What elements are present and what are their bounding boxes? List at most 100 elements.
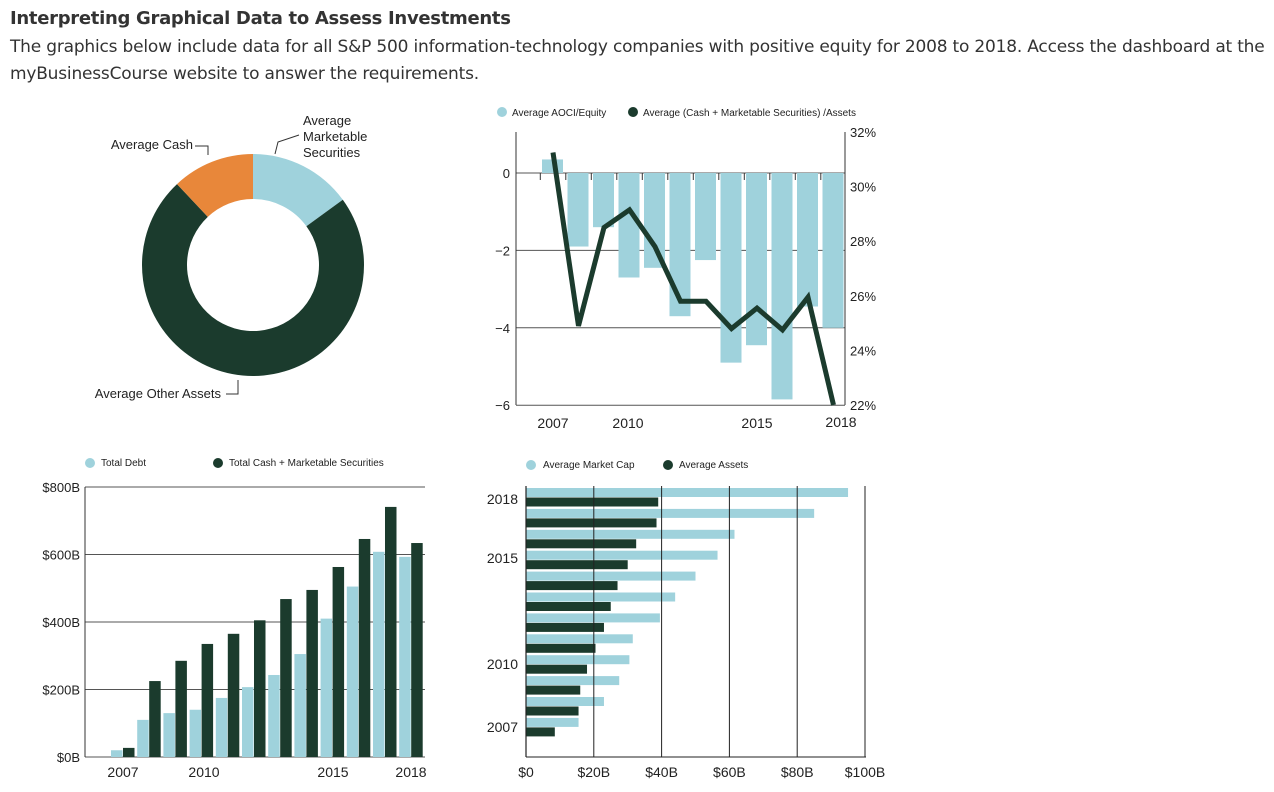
- intro-text: The graphics below include data for all …: [10, 37, 1265, 84]
- donut-label-marketable: Marketable: [303, 129, 367, 144]
- aoci-bar-2015: [746, 173, 767, 346]
- aoci-bar-2013: [695, 173, 716, 261]
- legend-cash-assets: Average (Cash + Marketable Securities) /…: [643, 108, 856, 119]
- y-left-tick: 0: [503, 166, 510, 181]
- donut-slice-0: [253, 154, 343, 227]
- leader-line: [195, 145, 209, 155]
- assets-bar-2014: [526, 581, 618, 591]
- aoci-bar-2017: [797, 173, 818, 307]
- debt-bar-2007: [111, 750, 123, 757]
- aoci-bar-2014: [720, 173, 742, 363]
- x-tick-label: 2007: [537, 415, 568, 431]
- market-cap-bar-2013: [526, 592, 676, 602]
- market-cap-bar-2017: [526, 508, 815, 518]
- debt-bar-2016: [346, 586, 359, 757]
- legend-aoci: Average AOCI/Equity: [512, 108, 606, 119]
- legend-swatch-aoci: [497, 107, 507, 117]
- debt-bar-2011: [215, 697, 228, 757]
- y-tick-label: 2015: [487, 550, 518, 566]
- y-right-tick: 26%: [850, 289, 876, 304]
- x-tick-label: 2010: [612, 415, 643, 431]
- assets-bar-2016: [526, 539, 637, 549]
- y-left-tick: −2: [495, 243, 510, 258]
- assets-bar-2012: [526, 622, 604, 632]
- assets-bar-2011: [526, 643, 596, 653]
- y-left-tick: −6: [495, 398, 510, 413]
- cash-bar-2015: [332, 566, 345, 757]
- assets-bar-2013: [526, 602, 611, 611]
- debt-bar-2017: [373, 551, 385, 757]
- assets-bar-2015: [526, 560, 628, 570]
- cash-bar-2011: [227, 633, 240, 757]
- page-title: Interpreting Graphical Data to Assess In…: [10, 8, 511, 29]
- assets-bar-2017: [526, 518, 657, 528]
- x-tick-label: $80B: [781, 764, 814, 780]
- y-right-tick: 22%: [850, 398, 876, 413]
- y-left-tick: −4: [495, 321, 510, 336]
- aoci-bar-2012: [669, 173, 691, 317]
- debt-bar-2008: [137, 719, 149, 757]
- market-cap-bar-2012: [526, 613, 660, 623]
- aoci-bar-2018: [822, 173, 844, 328]
- x-tick-label: 2010: [188, 764, 219, 780]
- aoci-bar-2008: [567, 173, 589, 247]
- debt-bar-2009: [163, 713, 175, 757]
- y-tick-label: 2007: [487, 719, 518, 735]
- legend-cash: Total Cash + Marketable Securities: [229, 458, 384, 469]
- debt-bar-2014: [294, 654, 306, 757]
- x-tick-label: $100B: [845, 764, 885, 780]
- donut-label-cash: Average Cash: [111, 137, 193, 152]
- donut-slice-1: [141, 184, 364, 377]
- market-cap-bar-2018: [526, 488, 849, 497]
- legend-swatch-assets: [663, 460, 673, 470]
- market-cap-bar-2008: [526, 697, 604, 706]
- debt-bar-2012: [242, 687, 254, 757]
- legend-swatch-market-cap: [526, 460, 536, 470]
- aoci-bar-2016: [771, 173, 793, 400]
- y-tick: $800B: [42, 480, 80, 495]
- cash-bar-2012: [254, 620, 266, 757]
- legend-assets: Average Assets: [679, 460, 748, 471]
- cash-bar-2017: [385, 506, 397, 757]
- y-tick-label: 2018: [487, 491, 518, 507]
- debt-bar-2013: [268, 674, 280, 757]
- assets-bar-2010: [526, 664, 588, 674]
- debt-bar-2018: [399, 556, 411, 757]
- cash-bar-2008: [149, 681, 161, 757]
- donut-label-marketable: Average: [303, 113, 351, 128]
- debt-bar-2010: [189, 709, 202, 757]
- aoci-bar-2009: [593, 173, 614, 228]
- market-cap-bar-2015: [526, 550, 718, 560]
- legend-swatch-debt: [85, 458, 95, 468]
- legend-market-cap: Average Market Cap: [543, 460, 635, 471]
- x-tick-label: 2015: [317, 764, 348, 780]
- x-tick-label: $20B: [577, 764, 610, 780]
- x-tick-label: $60B: [713, 764, 746, 780]
- x-tick-label: 2018: [395, 764, 426, 780]
- y-tick-label: 2010: [487, 656, 518, 672]
- y-tick: $600B: [42, 548, 80, 563]
- assets-bar-2018: [526, 497, 659, 507]
- cash-bar-2010: [201, 643, 214, 757]
- cash-bar-2013: [280, 599, 292, 757]
- donut-label-marketable: Securities: [303, 145, 361, 160]
- y-tick: $0B: [57, 750, 80, 765]
- y-right-tick: 28%: [850, 234, 876, 249]
- legend-swatch-cash-assets: [628, 107, 638, 117]
- y-tick: $400B: [42, 615, 80, 630]
- leader-line: [274, 134, 300, 155]
- y-right-tick: 24%: [850, 343, 876, 358]
- aoci-bar-2010: [618, 173, 640, 278]
- x-tick-label: 2018: [825, 414, 856, 430]
- assets-bar-2008: [526, 706, 579, 716]
- legend-swatch-cash: [213, 458, 223, 468]
- cash-bar-2014: [306, 589, 318, 757]
- debt-bar-2015: [320, 618, 333, 757]
- market-cap-bar-2010: [526, 655, 630, 665]
- cash-bar-2009: [175, 660, 187, 757]
- legend-debt: Total Debt: [101, 458, 146, 469]
- y-tick: $200B: [42, 683, 80, 698]
- leader-line: [226, 380, 239, 395]
- cash-bar-2007: [123, 747, 135, 757]
